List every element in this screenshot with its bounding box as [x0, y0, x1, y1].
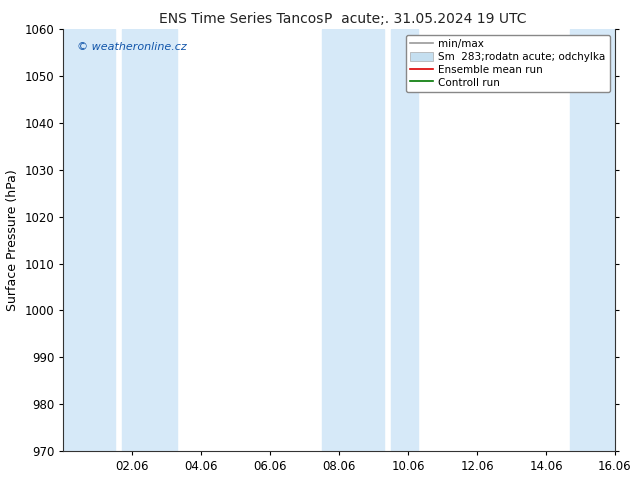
Bar [570, 29, 615, 451]
Text: © weatheronline.cz: © weatheronline.cz [77, 42, 187, 52]
Bar [391, 29, 418, 451]
Text: ENS Time Series Tancos: ENS Time Series Tancos [158, 12, 323, 26]
Bar [122, 29, 177, 451]
Bar [63, 29, 115, 451]
Bar [322, 29, 384, 451]
Y-axis label: Surface Pressure (hPa): Surface Pressure (hPa) [6, 169, 19, 311]
Legend: min/max, Sm  283;rodatn acute; odchylka, Ensemble mean run, Controll run: min/max, Sm 283;rodatn acute; odchylka, … [406, 35, 610, 92]
Text: P  acute;. 31.05.2024 19 UTC: P acute;. 31.05.2024 19 UTC [323, 12, 526, 26]
